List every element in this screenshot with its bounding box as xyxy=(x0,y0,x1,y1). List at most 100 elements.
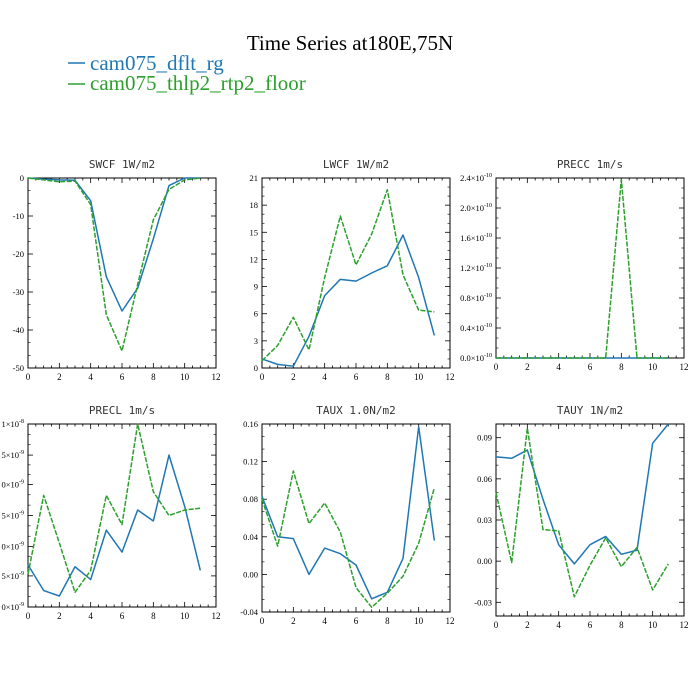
y-tick-label-base: 2.0×10 xyxy=(460,203,484,213)
x-tick-label: 10 xyxy=(180,372,190,382)
x-tick-label: 6 xyxy=(120,611,125,621)
y-tick-label: -0.03 xyxy=(474,597,492,607)
x-tick-label: 8 xyxy=(151,372,156,382)
y-tick-label: 0×10-9 xyxy=(1,479,24,489)
y-tick-label-exponent: -8 xyxy=(19,419,24,425)
y-tick-label-base: -50 xyxy=(13,363,24,373)
series-line-floor xyxy=(496,178,669,359)
x-tick-label: 4 xyxy=(556,620,561,630)
y-tick-label-base: 0×10 xyxy=(1,602,19,612)
y-tick-label: 0×10-9 xyxy=(1,542,24,552)
series-line-floor xyxy=(27,423,201,594)
legend-label-floor: cam075_thlp2_rtp2_floor xyxy=(90,71,306,95)
x-tick-label: 10 xyxy=(414,616,424,626)
y-tick-label-exponent: -10 xyxy=(484,323,492,329)
y-tick-label-base: 5×10 xyxy=(1,450,19,460)
x-tick-label: 4 xyxy=(322,616,327,626)
legend: cam075_dflt_rg cam075_thlp2_rtp2_floor xyxy=(68,51,306,95)
y-tick-label-base: 1×10 xyxy=(1,419,19,429)
x-tick-label: 8 xyxy=(151,611,156,621)
x-tick-label: 2 xyxy=(525,362,530,372)
y-tick-label-base: -10 xyxy=(13,211,24,221)
y-tick-label-base: 0.16 xyxy=(243,419,258,429)
y-tick-label: 1.6×10-10 xyxy=(460,233,492,243)
y-tick-label: 0 xyxy=(254,363,258,373)
y-tick-label: 0.08 xyxy=(243,494,258,504)
x-tick-label: 0 xyxy=(26,611,31,621)
legend-entry-dflt: cam075_dflt_rg xyxy=(68,51,224,75)
y-tick-label: -40 xyxy=(13,325,24,335)
y-tick-label: 12 xyxy=(250,254,259,264)
x-tick-label: 6 xyxy=(588,620,593,630)
y-tick-label-base: -20 xyxy=(13,249,24,259)
x-tick-label: 6 xyxy=(120,372,125,382)
series-line-floor xyxy=(27,177,201,352)
legend-label-dflt: cam075_dflt_rg xyxy=(90,51,224,75)
y-tick-label-base: -30 xyxy=(13,287,24,297)
y-tick-label: 21 xyxy=(250,173,259,183)
panel-frame xyxy=(261,177,451,369)
y-tick-label-exponent: -9 xyxy=(19,450,24,456)
y-tick-label-base: 5×10 xyxy=(1,511,19,521)
y-tick-label-base: 2.4×10 xyxy=(460,173,484,183)
series-line-floor xyxy=(261,189,435,362)
panel-frame xyxy=(27,177,217,369)
x-tick-label: 12 xyxy=(680,620,689,630)
x-tick-label: 2 xyxy=(525,620,530,630)
y-tick-label: 0.06 xyxy=(477,474,492,484)
y-tick-label: 0.03 xyxy=(477,515,492,525)
y-tick-label-base: 0.00 xyxy=(243,569,258,579)
y-tick-label-base: 21 xyxy=(250,173,259,183)
y-tick-label: -10 xyxy=(13,211,24,221)
y-tick-label-exponent: -9 xyxy=(19,542,24,548)
y-tick-label-base: 0×10 xyxy=(1,542,19,552)
x-tick-label: 6 xyxy=(354,372,359,382)
y-tick-label-base: 0.08 xyxy=(243,494,258,504)
y-tick-label-base: 0×10 xyxy=(1,479,19,489)
y-tick-label-base: 0.04 xyxy=(243,532,259,542)
y-tick-label: 0.12 xyxy=(243,457,258,467)
x-tick-label: 10 xyxy=(648,620,658,630)
x-tick-label: 8 xyxy=(619,362,624,372)
panel-title: LWCF 1W/m2 xyxy=(323,158,389,171)
x-tick-label: 6 xyxy=(354,616,359,626)
y-tick-label-exponent: -9 xyxy=(19,571,24,577)
figure-title: Time Series at180E,75N xyxy=(247,31,453,55)
series-line-dflt xyxy=(261,234,436,367)
y-tick-label-base: 0.0×10 xyxy=(460,353,484,363)
y-tick-label: 0.00 xyxy=(477,556,492,566)
x-tick-label: 2 xyxy=(57,611,62,621)
y-tick-label-base: 1.6×10 xyxy=(460,233,484,243)
y-tick-label: 0.8×10-10 xyxy=(460,293,492,303)
x-tick-label: 0 xyxy=(26,372,31,382)
y-tick-label-exponent: -10 xyxy=(484,173,492,179)
y-tick-label: -0.04 xyxy=(240,607,258,617)
panel-title: TAUY 1N/m2 xyxy=(557,404,623,417)
x-tick-label: 2 xyxy=(57,372,62,382)
y-tick-label-base: 9 xyxy=(254,282,258,292)
y-tick-label: 18 xyxy=(250,200,259,210)
x-tick-label: 10 xyxy=(648,362,658,372)
y-tick-label-base: 0.09 xyxy=(477,433,492,443)
x-tick-label: 12 xyxy=(680,362,689,372)
y-tick-label-base: 5×10 xyxy=(1,571,19,581)
y-tick-label-exponent: -10 xyxy=(484,263,492,269)
y-tick-label: -50 xyxy=(13,363,24,373)
y-tick-label: 1.2×10-10 xyxy=(460,263,492,273)
panel-frame xyxy=(27,423,217,608)
y-tick-label-base: 0.06 xyxy=(477,474,492,484)
series-line-dflt xyxy=(495,423,669,565)
panel-title: PRECL 1m/s xyxy=(89,404,155,417)
y-tick-label-base: 12 xyxy=(250,254,259,264)
y-tick-label: 5×10-9 xyxy=(1,511,24,521)
y-tick-label: 0 xyxy=(20,173,24,183)
y-tick-label: 0.0×10-10 xyxy=(460,353,492,363)
y-tick-label-base: 18 xyxy=(250,200,259,210)
y-tick-label: 5×10-9 xyxy=(1,571,24,581)
y-tick-label-exponent: -9 xyxy=(19,602,24,608)
y-tick-label: 0.16 xyxy=(243,419,258,429)
y-tick-label-exponent: -10 xyxy=(484,353,492,359)
y-tick-label: -30 xyxy=(13,287,24,297)
y-tick-label-base: -40 xyxy=(13,325,24,335)
series-line-dflt xyxy=(27,454,202,597)
